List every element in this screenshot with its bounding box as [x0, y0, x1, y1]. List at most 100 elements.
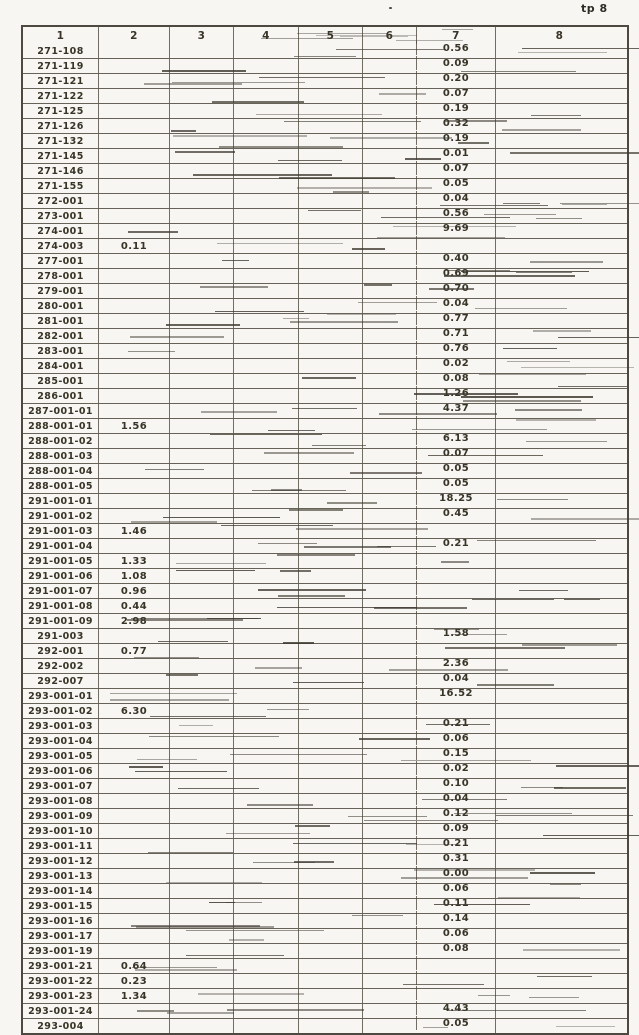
table-row: 293-001-16 0.14	[23, 911, 627, 928]
row-id-cell: 271-121	[37, 75, 84, 87]
col2-value-cell	[98, 254, 169, 268]
col5-cell	[298, 254, 362, 268]
col3-cell	[169, 269, 233, 283]
col3-cell	[169, 1019, 233, 1033]
col4-cell	[233, 164, 298, 178]
col3-cell	[169, 974, 233, 988]
col5-cell	[298, 839, 362, 853]
col8-cell	[495, 89, 623, 103]
col7-value-cell	[416, 611, 495, 625]
row-id-cell: 274-003	[37, 240, 84, 252]
table-row: 281-001 0.77	[23, 311, 627, 328]
col6-cell	[362, 554, 416, 568]
col2-value-cell	[98, 464, 169, 478]
col3-cell	[169, 809, 233, 823]
col2-value-cell	[98, 629, 169, 643]
row-id-cell: 272-001	[37, 195, 84, 207]
col3-cell	[169, 719, 233, 733]
table-row: 271-145 0.01	[23, 146, 627, 163]
col8-cell	[495, 374, 623, 388]
col6-cell	[362, 239, 416, 253]
row-id-cell: 286-001	[37, 390, 84, 402]
col3-cell	[169, 134, 233, 148]
col8-cell	[495, 689, 623, 703]
table-row: 291-001-06 1.08	[23, 566, 627, 583]
col5-cell	[298, 779, 362, 793]
row-id-cell: 291-001-01	[28, 495, 93, 507]
col5-cell	[298, 164, 362, 178]
col4-cell	[233, 884, 298, 898]
col2-value-cell	[98, 164, 169, 178]
col3-cell	[169, 749, 233, 763]
col6-cell	[362, 374, 416, 388]
col2-value-cell: 0.11	[98, 239, 169, 253]
table-row: 293-001-10 0.09	[23, 821, 627, 838]
col5-cell	[298, 719, 362, 733]
col5-cell	[298, 659, 362, 673]
col5-cell	[298, 134, 362, 148]
col4-cell	[233, 44, 298, 58]
col5-cell	[298, 569, 362, 583]
col3-cell	[169, 374, 233, 388]
table-row: 288-001-04 0.05	[23, 461, 627, 478]
col7-value-cell: 9.69	[416, 221, 495, 235]
col4-cell	[233, 554, 298, 568]
col4-cell	[233, 59, 298, 73]
table-row: 293-001-14 0.06	[23, 881, 627, 898]
col3-cell	[169, 104, 233, 118]
col5-cell	[298, 389, 362, 403]
col8-cell	[495, 749, 623, 763]
row-id-cell: 293-001-17	[28, 930, 93, 942]
col6-cell	[362, 659, 416, 673]
col2-value-cell	[98, 539, 169, 553]
header-col-6: 6	[362, 27, 416, 44]
col8-cell	[495, 1019, 623, 1033]
col7-value-cell: 0.11	[416, 896, 495, 910]
header-col-7: 7	[416, 27, 495, 44]
col8-cell	[495, 59, 623, 73]
table-row: 291-001-07 0.96	[23, 581, 627, 598]
col6-cell	[362, 224, 416, 238]
col3-cell	[169, 989, 233, 1003]
col3-cell	[169, 299, 233, 313]
col5-cell	[298, 1019, 362, 1033]
col7-value-cell	[416, 701, 495, 715]
col7-value-cell: 0.01	[416, 146, 495, 160]
col2-value-cell: 1.46	[98, 524, 169, 538]
col2-value-cell: 0.23	[98, 974, 169, 988]
col2-value-cell: 0.96	[98, 584, 169, 598]
col6-cell	[362, 44, 416, 58]
col2-value-cell	[98, 434, 169, 448]
col8-cell	[495, 164, 623, 178]
col5-cell	[298, 794, 362, 808]
col2-value-cell	[98, 1004, 169, 1018]
col8-cell	[495, 974, 623, 988]
col2-value-cell: 0.64	[98, 959, 169, 973]
col5-cell	[298, 299, 362, 313]
col2-value-cell	[98, 269, 169, 283]
col8-cell	[495, 869, 623, 883]
col3-cell	[169, 524, 233, 538]
col7-value-cell: 0.06	[416, 881, 495, 895]
col7-value-cell: 0.05	[416, 1016, 495, 1030]
col8-cell	[495, 734, 623, 748]
col2-value-cell	[98, 149, 169, 163]
col6-cell	[362, 689, 416, 703]
col3-cell	[169, 644, 233, 658]
table-row: 277-001 0.40	[23, 251, 627, 268]
row-id-cell: 277-001	[37, 255, 84, 267]
col3-cell	[169, 824, 233, 838]
col5-cell	[298, 644, 362, 658]
table-row: 293-001-09 0.12	[23, 806, 627, 823]
row-id-cell: 271-146	[37, 165, 84, 177]
row-id-cell: 293-001-07	[28, 780, 93, 792]
col6-cell	[362, 719, 416, 733]
col4-cell	[233, 629, 298, 643]
col2-value-cell	[98, 854, 169, 868]
row-id-cell: 271-145	[37, 150, 84, 162]
table-row: 271-119 0.09	[23, 56, 627, 73]
col7-value-cell: 0.06	[416, 926, 495, 940]
col4-cell	[233, 104, 298, 118]
col3-cell	[169, 704, 233, 718]
